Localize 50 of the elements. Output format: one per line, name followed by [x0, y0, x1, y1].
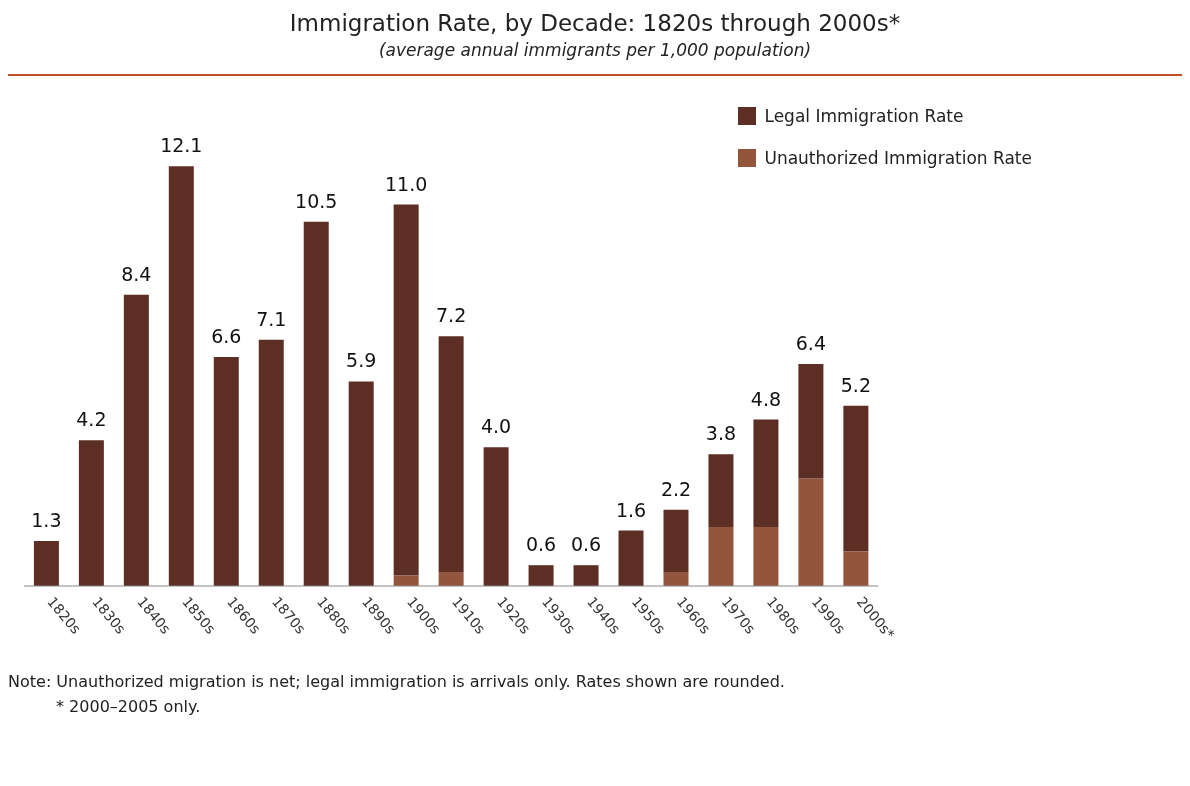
- bar: [753, 419, 779, 528]
- total-label: 2.2: [660, 477, 692, 500]
- data-label: 5.9: [346, 349, 377, 372]
- bar: [708, 527, 734, 586]
- bar: [843, 405, 869, 552]
- bar: [573, 565, 599, 586]
- data-label: 6.6: [211, 325, 242, 348]
- bar: [528, 565, 554, 586]
- chart-subtitle: (average annual immigrants per 1,000 population): [377, 40, 813, 60]
- bar: [663, 572, 689, 586]
- bar: [798, 364, 824, 479]
- bar: [618, 530, 644, 586]
- total-label: 3.8: [705, 422, 737, 445]
- legend-label: Legal Immigration Rate: [764, 106, 964, 126]
- bar: [483, 447, 509, 586]
- bar: [798, 478, 824, 586]
- data-label: 12.1: [160, 134, 203, 157]
- total-label: 11.0: [385, 172, 428, 195]
- bar: [303, 221, 329, 586]
- data-label: 1.6: [615, 498, 647, 521]
- total-label: 6.4: [795, 332, 827, 355]
- bar: [843, 551, 869, 586]
- data-label: 4.2: [76, 408, 107, 431]
- data-label: 8.4: [121, 262, 152, 285]
- chart-title: Immigration Rate, by Decade: 1820s through 2000s*: [288, 10, 902, 36]
- data-label: 10.5: [295, 189, 338, 212]
- data-label: 0.6: [525, 533, 557, 556]
- legend-label: Unauthorized Immigration Rate: [764, 148, 1032, 168]
- bar: [753, 527, 779, 586]
- data-label: 1.3: [31, 508, 62, 531]
- bar: [348, 381, 374, 586]
- bar: [393, 204, 419, 576]
- bar: [663, 509, 689, 573]
- bar: [708, 454, 734, 528]
- data-label: 0.6: [570, 533, 602, 556]
- text: * 2000–2005 only.: [56, 697, 202, 716]
- data-label: 7.1: [256, 307, 287, 330]
- total-label: 4.8: [750, 387, 782, 410]
- bar: [33, 540, 59, 586]
- bar: [438, 336, 464, 573]
- total-label: 7.2: [436, 304, 467, 327]
- bar: [438, 572, 464, 586]
- bar: [258, 339, 284, 586]
- text: Note: Unauthorized migration is net; legal immigration is arrivals only. Rates shown are rounded.: [8, 672, 786, 691]
- data-label: 4.0: [481, 415, 512, 438]
- bar: [123, 294, 149, 586]
- bar: [168, 166, 194, 586]
- total-label: 5.2: [840, 373, 871, 396]
- bar: [213, 357, 239, 586]
- bar: [78, 440, 104, 586]
